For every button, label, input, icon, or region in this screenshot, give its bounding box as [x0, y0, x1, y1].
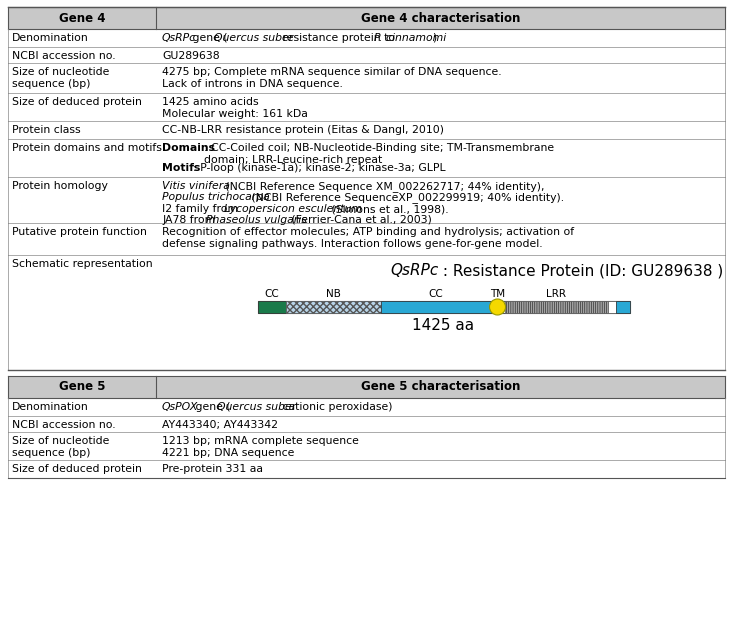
Text: Size of nucleotide
sequence (bp): Size of nucleotide sequence (bp) — [12, 67, 109, 88]
Text: Putative protein function: Putative protein function — [12, 227, 147, 237]
Text: CC: CC — [264, 289, 279, 299]
Bar — [8, 460, 725, 478]
Text: AY443340; AY443342: AY443340; AY443342 — [162, 420, 278, 430]
Text: Size of deduced protein: Size of deduced protein — [12, 464, 142, 474]
Text: CC: CC — [428, 289, 443, 299]
Text: JA78 from: JA78 from — [162, 215, 218, 225]
Text: (NCBI Reference SequenceXP_002299919; 40% identity).: (NCBI Reference SequenceXP_002299919; 40… — [248, 192, 564, 203]
Text: Vitis vinifera: Vitis vinifera — [162, 181, 230, 191]
Text: ): ) — [432, 33, 436, 43]
Text: 1425 amino acids
Molecular weight: 161 kDa: 1425 amino acids Molecular weight: 161 k… — [162, 97, 308, 119]
Text: cationic peroxidase): cationic peroxidase) — [279, 402, 392, 412]
Text: Motifs: Motifs — [162, 163, 200, 173]
Text: QsRPc: QsRPc — [390, 263, 438, 278]
Text: QsPOX: QsPOX — [162, 402, 199, 412]
Text: (Ferrier-Cana et al., 2003): (Ferrier-Cana et al., 2003) — [288, 215, 432, 225]
Text: Quercus suber: Quercus suber — [217, 402, 296, 412]
Text: Lycopersicon esculentum: Lycopersicon esculentum — [224, 204, 362, 214]
Text: : Resistance Protein (ID: GU289638 ): : Resistance Protein (ID: GU289638 ) — [438, 263, 723, 278]
Text: Denomination: Denomination — [12, 402, 89, 412]
Bar — [8, 376, 156, 398]
Text: gene (: gene ( — [192, 402, 230, 412]
Text: 1213 bp; mRNA complete sequence
4221 bp; DNA sequence: 1213 bp; mRNA complete sequence 4221 bp;… — [162, 436, 359, 458]
Bar — [8, 63, 725, 93]
Bar — [380, 301, 490, 313]
Bar — [8, 432, 725, 460]
Text: Pre-protein 331 aa: Pre-protein 331 aa — [162, 464, 263, 474]
Bar — [8, 121, 725, 139]
Text: (Simons et al., 1998).: (Simons et al., 1998). — [328, 204, 449, 214]
Text: GU289638: GU289638 — [162, 51, 220, 61]
Text: Quercus suber: Quercus suber — [214, 33, 293, 43]
Bar — [616, 301, 630, 313]
Text: Gene 5: Gene 5 — [59, 380, 106, 394]
Text: NB: NB — [325, 289, 340, 299]
Bar — [8, 416, 725, 432]
Text: Gene 4 characterisation: Gene 4 characterisation — [361, 11, 520, 25]
Bar — [285, 301, 380, 313]
Text: Populus trichocarpa: Populus trichocarpa — [162, 192, 270, 202]
Text: Gene 5 characterisation: Gene 5 characterisation — [361, 380, 520, 394]
Text: Size of deduced protein: Size of deduced protein — [12, 97, 142, 107]
Text: Protein domains and motifs: Protein domains and motifs — [12, 143, 162, 153]
Bar — [8, 29, 725, 47]
Text: Schematic representation: Schematic representation — [12, 259, 152, 269]
Text: Gene 4: Gene 4 — [59, 11, 106, 25]
Text: : P-loop (kinase-1a); kinase-2; kinase-3a; GLPL: : P-loop (kinase-1a); kinase-2; kinase-3… — [193, 163, 446, 173]
Bar — [8, 47, 725, 63]
Text: Recognition of effector molecules; ATP binding and hydrolysis; activation of
def: Recognition of effector molecules; ATP b… — [162, 227, 574, 248]
Text: (NCBI Reference Sequence XM_002262717; 44% identity),: (NCBI Reference Sequence XM_002262717; 4… — [222, 181, 545, 192]
Circle shape — [490, 299, 506, 315]
Text: NCBI accession no.: NCBI accession no. — [12, 420, 116, 430]
Bar — [608, 301, 616, 313]
Bar — [504, 301, 608, 313]
Text: resistance protein to: resistance protein to — [279, 33, 399, 43]
Bar — [257, 301, 630, 313]
Text: Size of nucleotide
sequence (bp): Size of nucleotide sequence (bp) — [12, 436, 109, 458]
Text: Protein class: Protein class — [12, 125, 81, 135]
Text: I2 family from: I2 family from — [162, 204, 242, 214]
Text: Phaseolus vulgaris: Phaseolus vulgaris — [206, 215, 307, 225]
Bar — [156, 376, 725, 398]
Text: gene (: gene ( — [189, 33, 227, 43]
Text: TM: TM — [490, 289, 505, 299]
Bar — [8, 93, 725, 121]
Bar — [257, 301, 285, 313]
Text: Protein homology: Protein homology — [12, 181, 108, 191]
Text: QsRPc: QsRPc — [162, 33, 196, 43]
Bar — [8, 139, 725, 177]
Text: 1425 aa: 1425 aa — [413, 318, 474, 333]
Bar — [8, 398, 725, 416]
Text: NCBI accession no.: NCBI accession no. — [12, 51, 116, 61]
Text: : CC-Coiled coil; NB-Nucleotide-Binding site; TM-Transmembrane
domain; LRR-Leuci: : CC-Coiled coil; NB-Nucleotide-Binding … — [204, 143, 554, 164]
Text: P. cinnamomi: P. cinnamomi — [374, 33, 446, 43]
Bar — [8, 7, 156, 29]
Text: Domains: Domains — [162, 143, 215, 153]
Text: 4275 bp; Complete mRNA sequence similar of DNA sequence.
Lack of introns in DNA : 4275 bp; Complete mRNA sequence similar … — [162, 67, 501, 88]
Bar — [156, 7, 725, 29]
Bar — [8, 177, 725, 223]
Text: LRR: LRR — [546, 289, 566, 299]
Bar — [8, 223, 725, 255]
Bar — [8, 255, 725, 370]
Text: Denomination: Denomination — [12, 33, 89, 43]
Text: CC-NB-LRR resistance protein (Eitas & Dangl, 2010): CC-NB-LRR resistance protein (Eitas & Da… — [162, 125, 444, 135]
